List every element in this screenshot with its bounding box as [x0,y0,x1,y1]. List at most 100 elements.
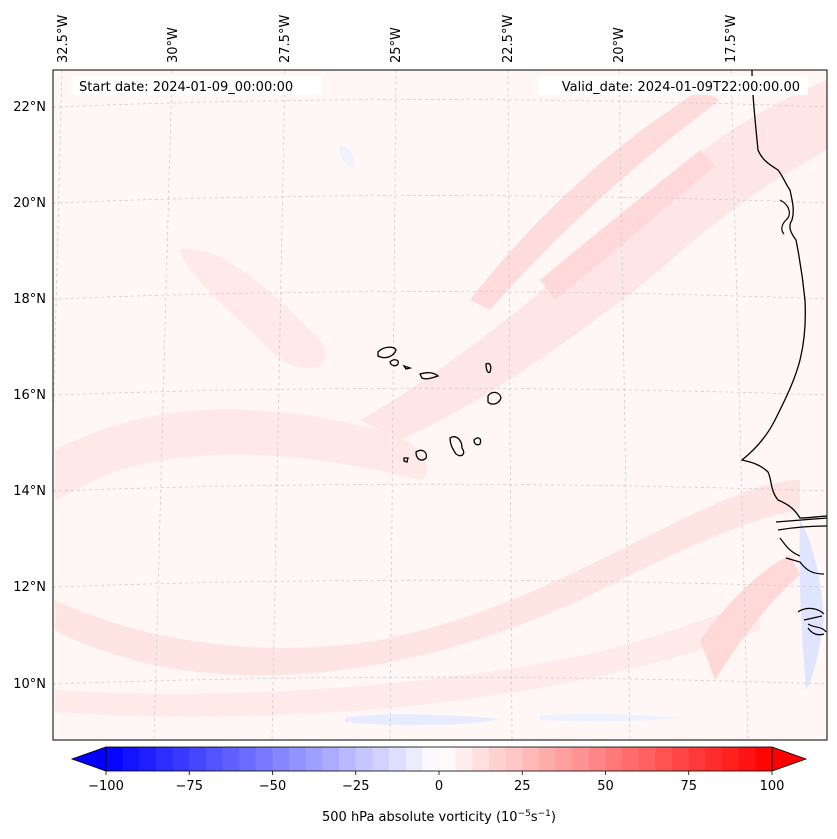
colorbar-tick-label: 50 [597,779,614,794]
vorticity-band-southwest [55,480,800,676]
gambia-coastline [775,517,827,575]
africa-coastline [740,70,827,519]
lat-label-20n: 20°N [13,196,46,211]
colorbar-tick-label: −50 [259,779,286,794]
colorbar-segment [588,747,606,771]
colorbar-segment [389,747,407,771]
island-maio [473,437,482,446]
colorbar-tick-label: −100 [88,779,124,794]
colorbar-segment [122,747,140,771]
colorbar-segment [222,747,240,771]
colorbar-tick-label: −75 [176,779,203,794]
negative-vorticity-patch-east [799,520,824,690]
colorbar-segment [339,747,357,771]
africa-coastline-detail [779,199,790,235]
lat-label-12n: 12°N [13,580,46,595]
colorbar: −100 −75 −50 −25 0 25 50 75 100 500 hPa absolute… [70,746,808,825]
island-santo-antao [377,346,397,359]
colorbar-segment [455,747,473,771]
map-frame [52,69,828,741]
colorbar-segment [755,747,773,771]
colorbar-segment [172,747,190,771]
colorbar-segment [289,747,307,771]
start-date-box [72,76,322,95]
lon-label-25w: 25°W [389,27,404,63]
colorbar-segment [622,747,640,771]
island-sal [485,362,492,374]
colorbar-min-extend [70,746,107,772]
negative-vorticity-patch-north [339,145,355,168]
map-panel [53,70,827,740]
lat-label-18n: 18°N [13,292,46,307]
valid-date-box [538,76,808,95]
lon-label-20w: 20°W [612,27,627,63]
cape-verde-islands [377,346,502,463]
colorbar-segment [638,747,656,771]
colorbar-segment [672,747,690,771]
colorbar-segment [272,747,290,771]
colorbar-segment [439,747,457,771]
island-santa-luzia [402,364,413,370]
colorbar-segment [405,747,423,771]
colorbar-segment [472,747,490,771]
lon-label-27-5w: 27.5°W [278,15,293,63]
island-sao-nicolau [419,372,440,380]
colorbar-title: 500 hPa absolute vorticity (10−5s−1) [322,809,556,825]
colorbar-segment [205,747,223,771]
colorbar-segment [139,747,157,771]
colorbar-tick-label: 100 [760,779,785,794]
colorbar-segment [239,747,257,771]
colorbar-segment [106,747,124,771]
lat-label-14n: 14°N [13,484,46,499]
colorbar-segment [655,747,673,771]
colorbar-segment [189,747,207,771]
lat-label-22n: 22°N [13,100,46,115]
guinea-coastline [797,607,827,636]
graticule [53,70,827,740]
colorbar-segment [555,747,573,771]
colorbar-segment [355,747,373,771]
colorbar-segment [705,747,723,771]
colorbar-max-extend [771,746,808,772]
island-fogo [415,449,428,461]
colorbar-segment [538,747,556,771]
colorbar-segment [605,747,623,771]
colorbar-segment [155,747,173,771]
lon-label-32-5w: 32.5°W [56,15,71,63]
colorbar-segment [255,747,273,771]
colorbar-segments [106,747,773,771]
colorbar-segment [372,747,390,771]
longitude-labels: 32.5°W 30°W 27.5°W 25°W 22.5°W 20°W 17.5… [56,15,739,63]
island-sao-vicente [389,359,400,367]
island-santiago [449,436,465,457]
colorbar-segment [322,747,340,771]
colorbar-segment [305,747,323,771]
lon-label-22-5w: 22.5°W [501,15,516,63]
vorticity-band-core [540,150,715,300]
colorbar-segment [572,747,590,771]
lon-label-30w: 30°W [166,27,181,63]
colorbar-segment [522,747,540,771]
lat-label-16n: 16°N [13,388,46,403]
colorbar-segment [738,747,756,771]
lat-label-10n: 10°N [13,677,46,692]
latitude-labels: 22°N 20°N 18°N 16°N 14°N 12°N 10°N [13,100,46,692]
vorticity-band-south [55,600,760,717]
lon-label-17-5w: 17.5°W [724,15,739,63]
vorticity-band-coastal [700,555,800,680]
vorticity-band-west [180,248,326,369]
colorbar-tick-label: −25 [342,779,369,794]
colorbar-segment [722,747,740,771]
vorticity-band-mid [55,409,428,500]
start-date-label: Start date: 2024-01-09_00:00:00 [79,80,293,95]
colorbar-tick-label: 0 [435,779,443,794]
valid-date-label: Valid_date: 2024-01-09T22:00:00.00 [562,80,800,95]
colorbar-ticks: −100 −75 −50 −25 0 25 50 75 100 [88,771,784,794]
negative-vorticity-patch-south [345,714,500,726]
vorticity-band-upper [470,90,720,310]
colorbar-tick-label: 25 [514,779,531,794]
colorbar-segment [688,747,706,771]
colorbar-segment [422,747,440,771]
negative-vorticity-patch-south-2 [540,713,680,722]
